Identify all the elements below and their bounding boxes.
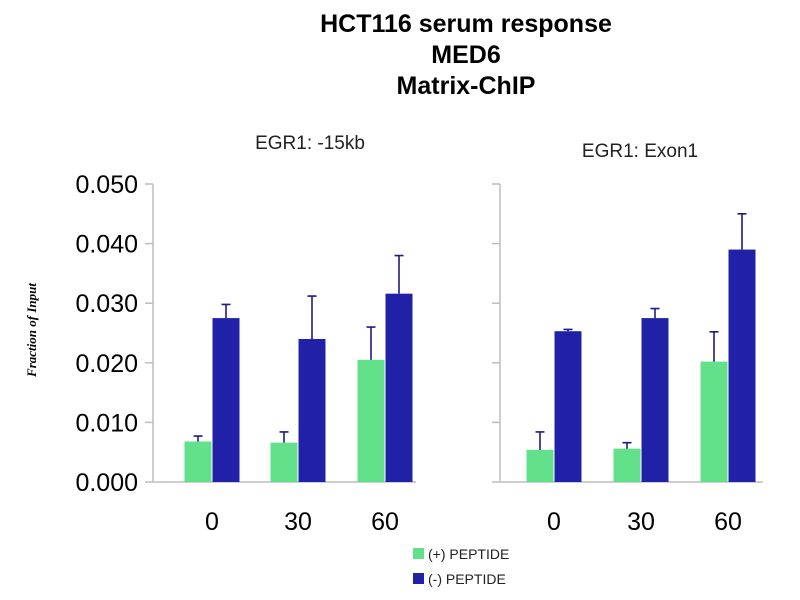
error-bar (622, 441, 632, 449)
chart-title: HCT116 serum response MED6 Matrix-ChIP (320, 10, 612, 100)
error-bar (650, 307, 660, 319)
panel-title-2: EGR1: Exon1 (582, 141, 698, 162)
y-tick-label: 0.020 (75, 350, 138, 378)
error-bar (709, 331, 719, 362)
error-bar (535, 431, 545, 450)
y-tick-label: 0.040 (75, 231, 138, 259)
error-bar (193, 435, 203, 442)
panel-egr1-exon1: 0 30 60 (492, 183, 763, 536)
y-axis-ticks: 0.050 0.040 0.030 0.020 0.010 0.000 (75, 171, 138, 497)
error-bar (221, 303, 231, 319)
x-tick-label: 0 (547, 508, 561, 536)
bar-plus-peptide (270, 442, 298, 482)
bar-plus-peptide (526, 449, 554, 482)
title-line-3: Matrix-ChIP (397, 72, 536, 100)
error-bar (737, 213, 747, 250)
y-tick-label: 0.000 (75, 469, 138, 497)
x-tick-label: 0 (205, 508, 219, 536)
title-line-1: HCT116 serum response (320, 10, 612, 38)
y-tick-label: 0.050 (75, 171, 138, 199)
bar-plus-peptide (357, 359, 385, 482)
y-tick-label: 0.010 (75, 409, 138, 437)
bar-minus-peptide (298, 338, 326, 482)
error-bar (394, 254, 404, 294)
bar-plus-peptide (700, 361, 728, 482)
legend-label-plus-peptide: (+) PEPTIDE (428, 546, 509, 562)
error-bar (563, 328, 573, 332)
title-line-2: MED6 (431, 41, 500, 69)
error-bar (279, 431, 289, 443)
x-tick-label: 60 (371, 508, 399, 536)
bar-minus-peptide (641, 318, 669, 482)
bar-minus-peptide (554, 331, 582, 482)
bar-minus-peptide (728, 249, 756, 482)
y-tick-label: 0.030 (75, 290, 138, 318)
x-tick-label: 60 (714, 508, 742, 536)
y-axis-label: Fraction of Input (24, 283, 39, 378)
bar-minus-peptide (385, 293, 413, 482)
bar-plus-peptide (613, 448, 641, 482)
panel-title-1: EGR1: -15kb (255, 133, 365, 154)
panel-egr1-15kb: 0 30 60 (145, 183, 416, 536)
legend-swatch-minus-peptide (413, 573, 424, 584)
bar-plus-peptide (184, 441, 212, 482)
bar-minus-peptide (212, 318, 240, 482)
error-bar (366, 326, 376, 360)
legend: (+) PEPTIDE (-) PEPTIDE (413, 546, 509, 587)
x-tick-label: 30 (627, 508, 655, 536)
legend-label-minus-peptide: (-) PEPTIDE (428, 571, 506, 587)
legend-swatch-plus-peptide (413, 548, 424, 559)
x-tick-label: 30 (284, 508, 312, 536)
error-bar (307, 295, 317, 339)
